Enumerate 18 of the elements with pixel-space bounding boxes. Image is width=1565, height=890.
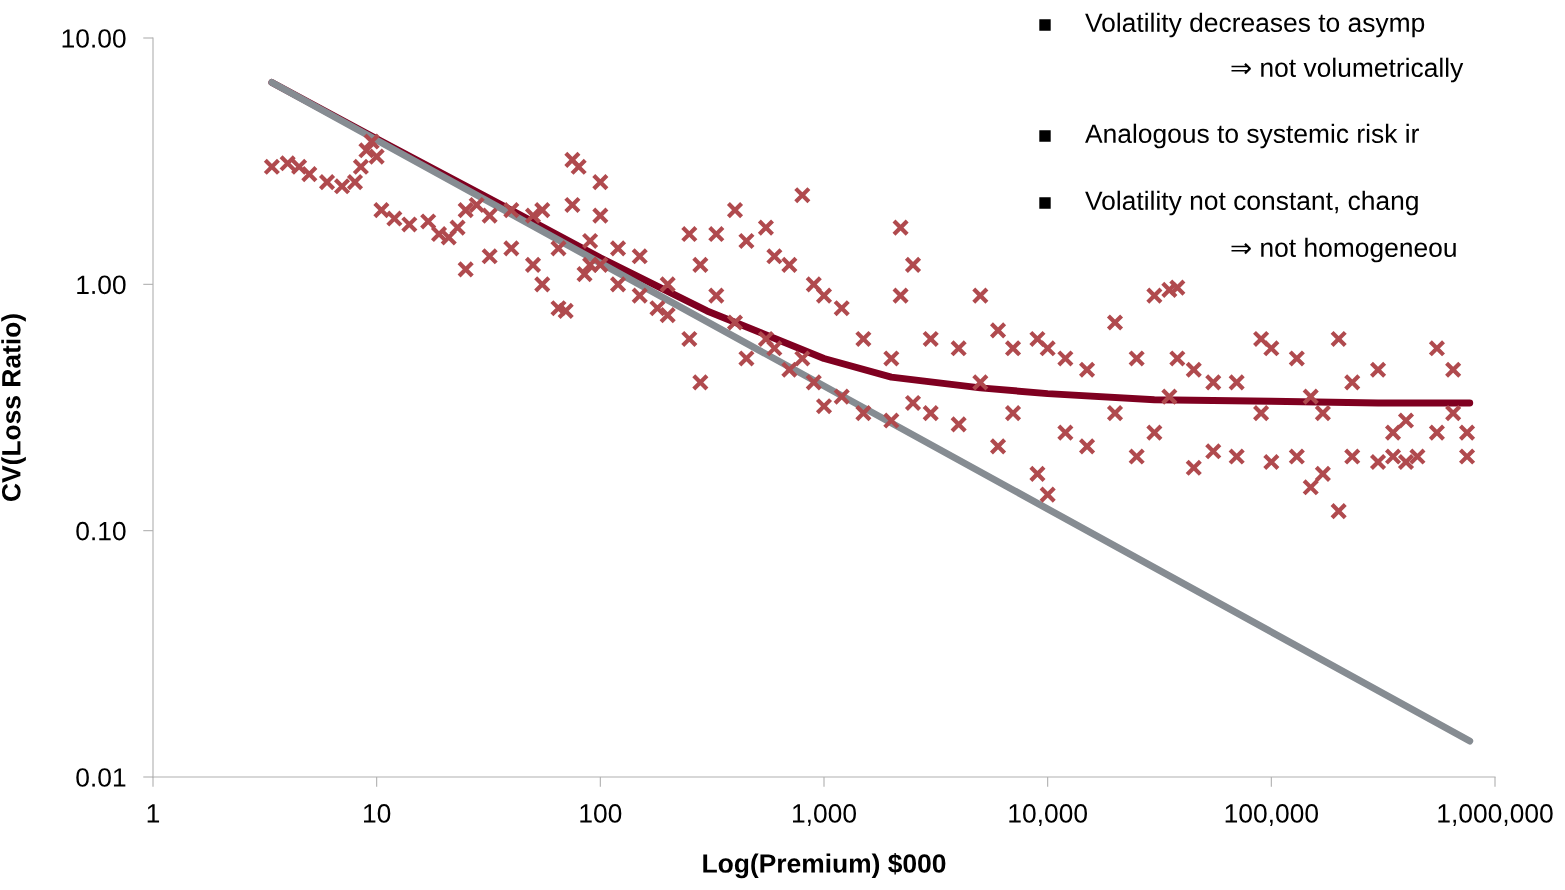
x-tick-label: 10,000 xyxy=(1009,804,1087,826)
x-tick-label: 1,000 xyxy=(793,804,856,826)
annotation: ⇒ not homogeneou xyxy=(1231,237,1456,263)
y-tick-label: 10.00 xyxy=(62,29,126,48)
x-tick-label: 1,000,000 xyxy=(1438,804,1553,826)
y-tick-label: 1.00 xyxy=(77,275,126,295)
y-tick-label: 0.01 xyxy=(76,768,126,787)
x-tick-label: 1 xyxy=(147,804,160,823)
x-axis-title: Log(Premium) $000 xyxy=(703,852,946,879)
y-axis-title: CV(Loss Ratio) xyxy=(1,314,26,501)
annotation: Volatility not constant, chang xyxy=(1085,190,1418,216)
text: Volatility decreases to asymp xyxy=(1085,12,1425,38)
x-tick-label: 100,000 xyxy=(1225,804,1318,826)
x-tick-label: 100 xyxy=(580,804,622,823)
annotation: ⇒ not volumetrically xyxy=(1231,57,1464,83)
annotation: Analogous to systemic risk ir xyxy=(1085,123,1419,149)
y-tick-label: 0.10 xyxy=(76,521,126,541)
x-tick-label: 10 xyxy=(364,804,391,823)
